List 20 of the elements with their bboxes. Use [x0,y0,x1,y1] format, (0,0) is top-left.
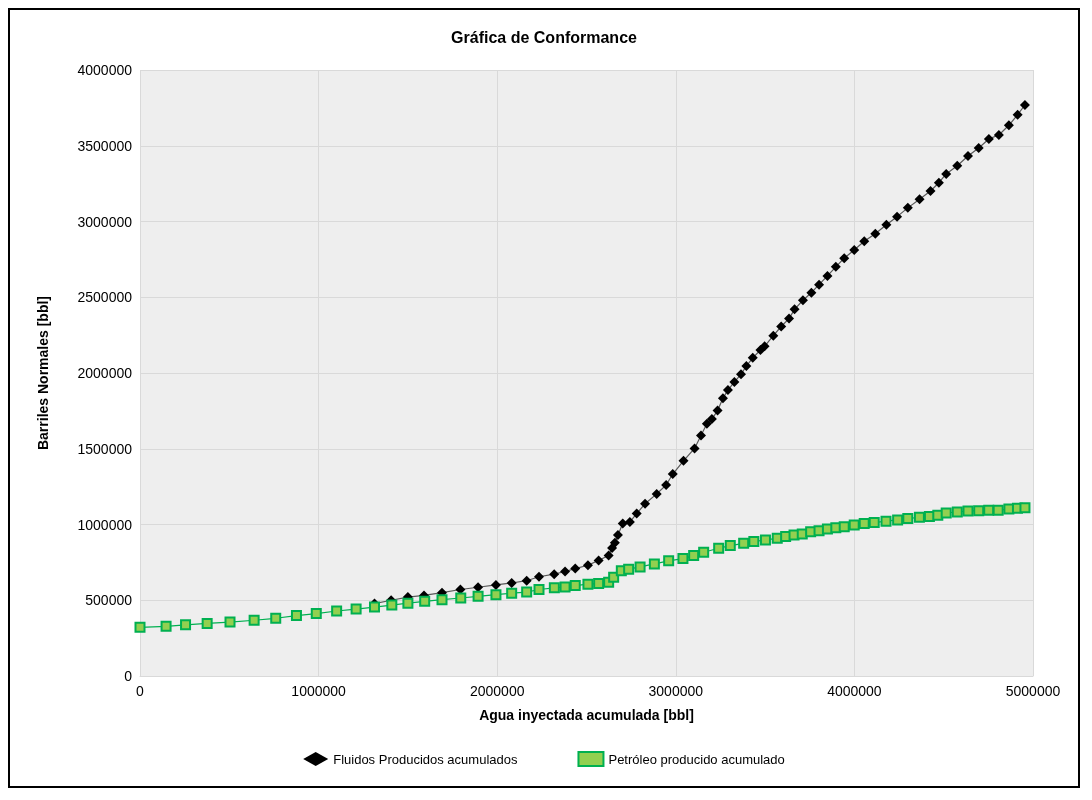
x-tick-label: 2000000 [469,683,525,699]
x-tick-label: 3000000 [648,683,704,699]
chart-title: Gráfica de Conformance [451,28,638,46]
y-tick-label: 1000000 [77,516,133,533]
x-tick-label: 4000000 [827,683,882,699]
y-axis-title: Barriles Normales [bbl] [35,295,51,451]
y-tick-label: 3000000 [77,213,133,230]
x-tick-label: 1000000 [291,683,347,699]
y-tick-label: 1500000 [77,440,133,457]
y-tick-label: 2500000 [77,289,133,306]
legend-label: Fluidos Producidos acumulados [333,751,518,767]
y-tick-label: 4000000 [77,62,133,78]
x-tick-label: 5000000 [1005,683,1061,699]
x-tick-label: 0 [136,683,145,699]
y-tick-label: 0 [124,668,133,684]
y-tick-label: 500000 [85,592,133,609]
y-tick-label: 3500000 [77,137,133,154]
y-tick-label: 2000000 [77,365,133,381]
x-axis-title: Agua inyectada acumulada [bbl] [479,707,694,723]
legend-label: Petróleo producido acumulado [608,751,785,767]
